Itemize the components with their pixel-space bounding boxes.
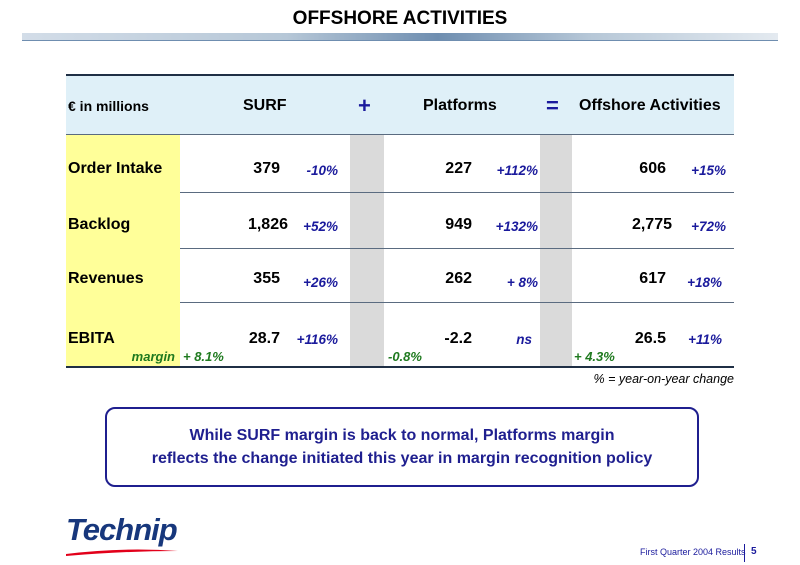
column-header-offshore: Offshore Activities xyxy=(579,97,721,114)
commentary-line-2: reflects the change initiated this year … xyxy=(151,450,653,467)
platforms-revenues-change: + 8% xyxy=(506,275,538,290)
margin-label: margin xyxy=(131,349,175,364)
commentary-line-1: While SURF margin is back to normal, Pla… xyxy=(189,427,615,444)
unit-label: € in millions xyxy=(68,98,149,114)
surf-ebita: 28.7 xyxy=(248,330,280,347)
plus-operator: + xyxy=(358,93,371,118)
offshore-ebita: 26.5 xyxy=(634,330,666,347)
footer-separator xyxy=(744,544,745,562)
row-divider xyxy=(180,302,734,303)
row-label-backlog: Backlog xyxy=(68,216,131,233)
platforms-margin: -0.8% xyxy=(388,349,422,364)
row-label-order-intake: Order Intake xyxy=(68,160,163,177)
equals-separator-column xyxy=(540,134,572,367)
table-top-rule xyxy=(66,74,734,76)
offshore-margin: + 4.3% xyxy=(574,349,615,364)
row-label-revenues: Revenues xyxy=(68,270,144,287)
plus-separator-column xyxy=(350,134,384,367)
surf-order-intake-change: -10% xyxy=(306,163,338,178)
title-underline-rule xyxy=(22,40,778,41)
commentary-box: While SURF margin is back to normal, Pla… xyxy=(105,407,699,487)
offshore-revenues-change: +18% xyxy=(687,275,722,290)
column-header-platforms: Platforms xyxy=(423,97,497,114)
row-divider xyxy=(180,192,734,193)
platforms-ebita-change: ns xyxy=(516,332,532,347)
platforms-backlog: 949 xyxy=(445,216,472,233)
technip-logo: Technip xyxy=(66,512,178,547)
offshore-revenues: 617 xyxy=(639,270,666,287)
offshore-order-intake: 606 xyxy=(639,160,666,177)
surf-order-intake: 379 xyxy=(253,160,280,177)
platforms-revenues: 262 xyxy=(445,270,472,287)
header-bottom-rule xyxy=(66,134,734,135)
change-footnote: % = year-on-year change xyxy=(593,372,734,386)
offshore-order-intake-change: +15% xyxy=(691,163,726,178)
offshore-ebita-change: +11% xyxy=(688,332,722,347)
page-number: 5 xyxy=(751,546,757,557)
table-header-background xyxy=(66,76,734,134)
surf-revenues-change: +26% xyxy=(303,275,338,290)
column-header-surf: SURF xyxy=(243,97,287,114)
title-underline-bar xyxy=(22,33,778,40)
platforms-backlog-change: +132% xyxy=(495,219,538,234)
table-bottom-rule xyxy=(66,366,734,368)
surf-revenues: 355 xyxy=(253,270,280,287)
surf-backlog: 1,826 xyxy=(247,216,288,233)
footer-caption: First Quarter 2004 Results xyxy=(640,547,746,557)
platforms-order-intake-change: +112% xyxy=(496,163,538,178)
platforms-ebita: -2.2 xyxy=(444,330,472,347)
surf-ebita-change: +116% xyxy=(296,332,338,347)
platforms-order-intake: 227 xyxy=(445,160,472,177)
surf-margin: + 8.1% xyxy=(183,349,224,364)
row-divider xyxy=(180,248,734,249)
row-label-column-background xyxy=(66,134,180,367)
row-label-ebita: EBITA xyxy=(68,330,115,347)
offshore-backlog-change: +72% xyxy=(691,219,726,234)
equals-operator: = xyxy=(546,93,559,118)
page-title: OFFSHORE ACTIVITIES xyxy=(292,8,508,29)
surf-backlog-change: +52% xyxy=(303,219,338,234)
offshore-backlog: 2,775 xyxy=(631,216,672,233)
logo-swoosh-icon xyxy=(66,549,178,556)
